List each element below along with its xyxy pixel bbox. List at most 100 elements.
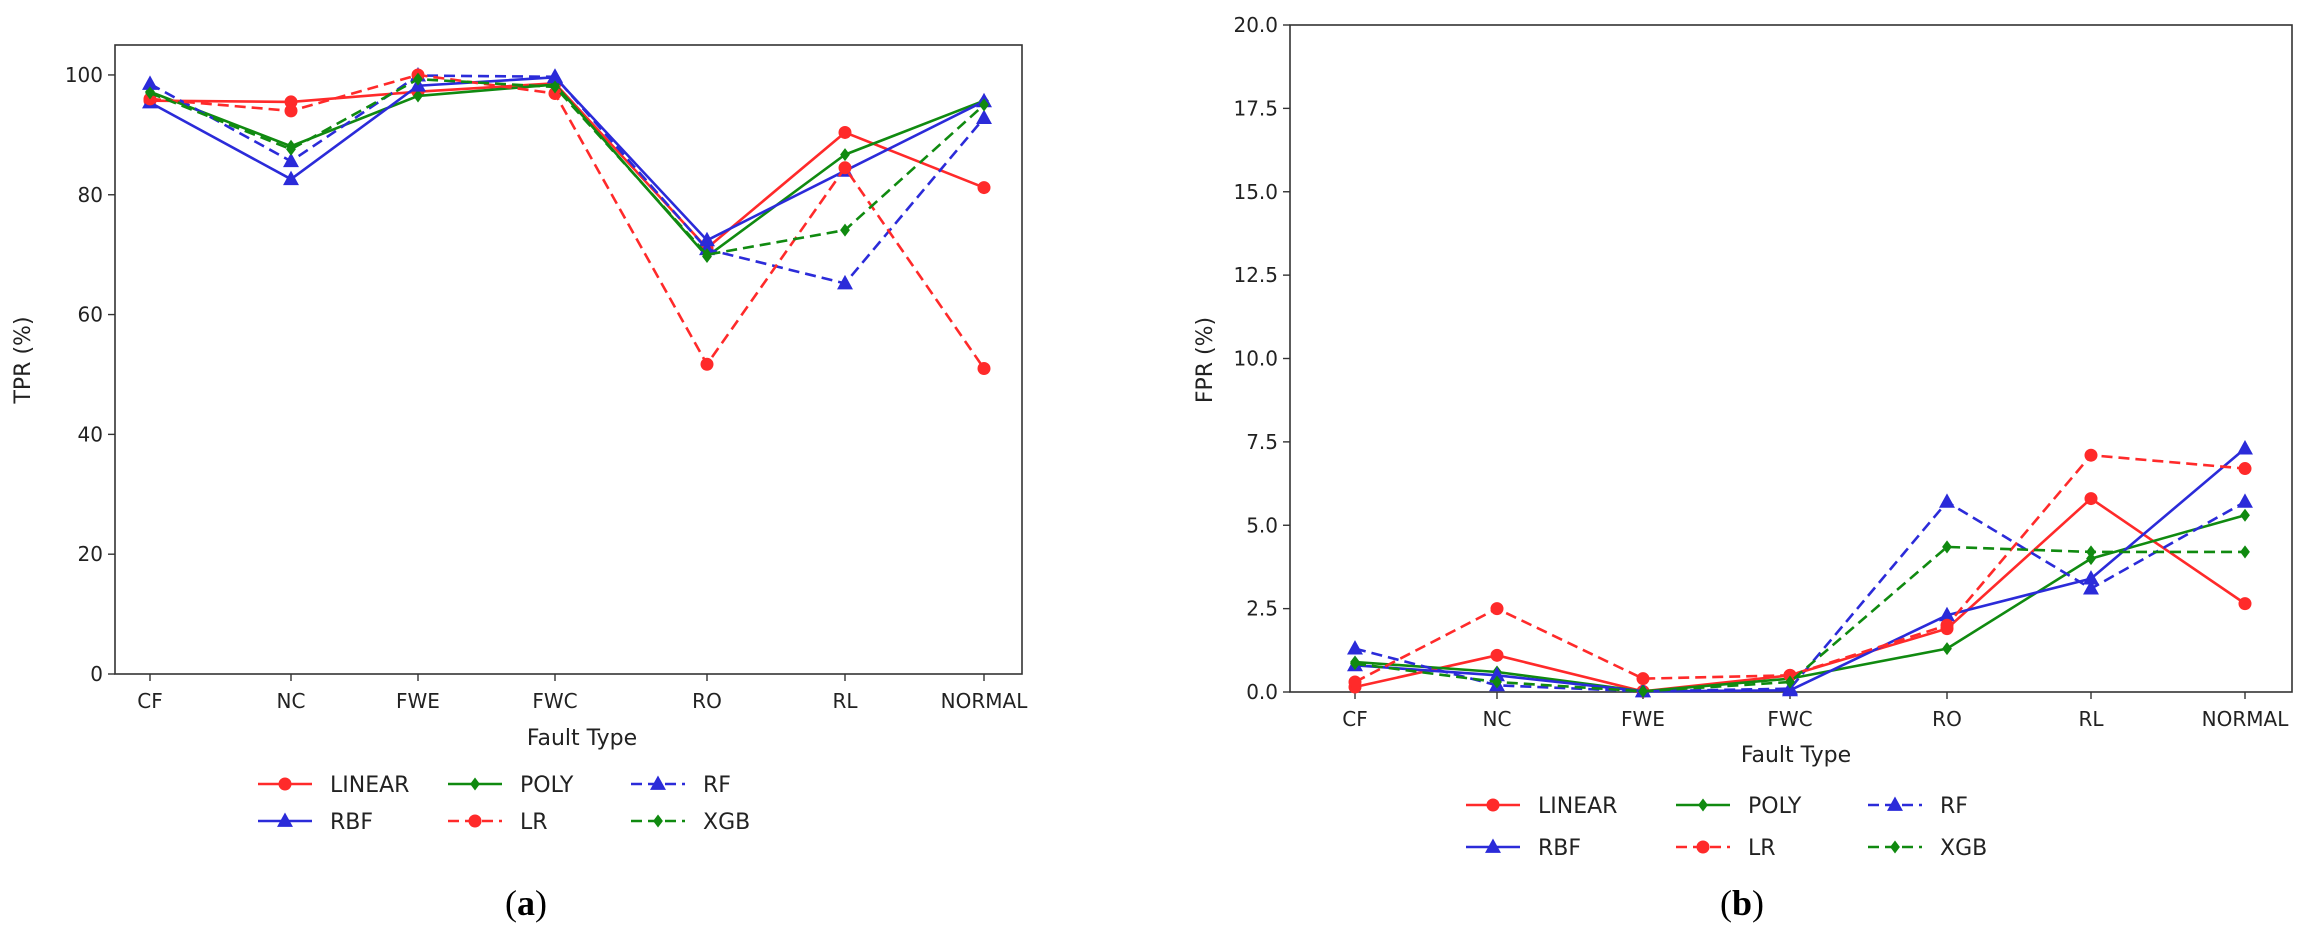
data-point-xgb-normal bbox=[2240, 545, 2250, 559]
y-tick-label: 12.5 bbox=[1233, 263, 1278, 287]
data-point-linear-nc bbox=[1490, 648, 1504, 662]
x-tick-label: RL bbox=[832, 689, 858, 713]
legend-label-rf: RF bbox=[703, 773, 731, 798]
legend-label-rbf: RBF bbox=[1538, 836, 1581, 861]
data-point-xgb-cf bbox=[1350, 657, 1360, 671]
data-point-rbf-rl bbox=[2083, 570, 2099, 585]
x-tick-label: FWE bbox=[396, 689, 440, 713]
plot-frame bbox=[1289, 24, 2293, 693]
series-line-lr bbox=[1354, 453, 2246, 684]
y-tick-label: 80 bbox=[78, 183, 103, 207]
data-point-xgb-fwe bbox=[413, 72, 423, 86]
x-tick-label: FWE bbox=[1621, 707, 1665, 731]
legend-marker-linear bbox=[1486, 798, 1500, 812]
data-point-lr-rl bbox=[838, 161, 852, 175]
panel-caption: (a) bbox=[505, 883, 547, 923]
x-tick-label: CF bbox=[1342, 707, 1367, 731]
data-point-lr-nc bbox=[1490, 602, 1504, 616]
legend-item-rf: RF bbox=[1868, 794, 1968, 819]
series-xgb bbox=[1350, 540, 2250, 698]
data-point-rbf-normal bbox=[2237, 440, 2253, 455]
legend-marker-rf bbox=[1887, 796, 1903, 811]
x-tick-label: RO bbox=[1932, 707, 1962, 731]
legend-item-rf: RF bbox=[631, 773, 731, 798]
data-point-xgb-nc bbox=[1492, 675, 1502, 689]
chart-panel-b: 0.0 2.5 5.0 7.5 10.0 12.5 15.0 17.5 20.0 CF NC FWE F… bbox=[1193, 13, 2293, 923]
legend-label-poly: POLY bbox=[1748, 794, 1802, 819]
series-line-xgb bbox=[149, 77, 985, 256]
x-tick-label: NORMAL bbox=[941, 689, 1029, 713]
y-tick-label: 100 bbox=[65, 63, 103, 87]
series-rf bbox=[1347, 493, 2253, 698]
data-point-rf-nc bbox=[283, 152, 299, 168]
y-tick-label: 15.0 bbox=[1233, 180, 1278, 204]
legend-label-poly: POLY bbox=[520, 773, 574, 798]
legend-marker-lr bbox=[1696, 840, 1710, 854]
data-point-xgb-ro bbox=[702, 248, 712, 262]
series-line-rbf bbox=[1354, 447, 2246, 693]
data-point-rf-rl bbox=[837, 274, 853, 290]
data-point-rf-rl bbox=[2083, 580, 2099, 595]
y-axis-label: TPR (%) bbox=[11, 316, 36, 404]
data-point-lr-cf bbox=[1348, 675, 1362, 689]
data-point-xgb-ro bbox=[1942, 540, 1952, 554]
data-point-lr-rl bbox=[2084, 448, 2098, 462]
data-point-rf-ro bbox=[1939, 493, 1955, 508]
series-line-lr bbox=[149, 73, 986, 370]
y-tick-label: 20.0 bbox=[1233, 13, 1278, 37]
panel-caption: (b) bbox=[1720, 883, 1764, 923]
series-linear bbox=[143, 76, 991, 255]
x-tick-label: CF bbox=[137, 689, 162, 713]
chart-panel-a: 0 20 40 60 80 100 CF NC FWE FWC RO RL NORMAL TPR (%) F… bbox=[11, 44, 1029, 923]
data-point-rbf-fwc bbox=[1782, 681, 1798, 697]
data-point-xgb-cf bbox=[145, 86, 155, 100]
data-point-lr-ro bbox=[1940, 618, 1954, 632]
series-line-rf bbox=[149, 74, 985, 285]
data-point-lr-fwe bbox=[1636, 672, 1650, 686]
series-linear bbox=[1348, 492, 2252, 698]
series-lr bbox=[1348, 448, 2252, 689]
x-tick-label: FWC bbox=[532, 689, 577, 713]
data-point-lr-normal bbox=[977, 361, 991, 375]
data-point-poly-normal bbox=[2240, 508, 2250, 522]
legend-label-linear: LINEAR bbox=[330, 773, 409, 798]
x-tick-label: NC bbox=[1483, 707, 1512, 731]
legend-marker-rbf bbox=[277, 812, 293, 827]
series-lr bbox=[143, 68, 991, 375]
legend-marker-rbf bbox=[1485, 838, 1501, 853]
legend-item-poly: POLY bbox=[448, 773, 574, 798]
y-tick-label: 0 bbox=[90, 662, 103, 686]
data-point-poly-fwe bbox=[413, 89, 423, 103]
data-point-linear-normal bbox=[2238, 597, 2252, 611]
legend-label-rf: RF bbox=[1940, 794, 1968, 819]
x-tick-label: NORMAL bbox=[2202, 707, 2290, 731]
x-tick-label: NC bbox=[277, 689, 306, 713]
data-point-lr-ro bbox=[700, 357, 714, 371]
series-line-linear bbox=[149, 82, 985, 250]
legend-marker-rf bbox=[650, 775, 666, 790]
y-axis-label: FPR (%) bbox=[1193, 317, 1218, 403]
data-point-xgb-fwc bbox=[550, 80, 560, 94]
x-tick-label: FWC bbox=[1767, 707, 1812, 731]
legend-item-linear: LINEAR bbox=[1466, 794, 1617, 819]
legend-item-lr: LR bbox=[1676, 836, 1776, 861]
legend-label-xgb: XGB bbox=[1940, 836, 1987, 861]
data-point-xgb-rl bbox=[840, 223, 850, 237]
data-point-lr-nc bbox=[284, 104, 298, 118]
y-tick-label: 40 bbox=[78, 422, 103, 446]
legend-marker-linear bbox=[278, 777, 292, 791]
x-axis-label: Fault Type bbox=[527, 726, 637, 751]
legend: LINEAR RBF POLY LR RF XGB bbox=[1466, 794, 1987, 861]
x-axis-label: Fault Type bbox=[1741, 743, 1851, 768]
y-tick-label: 5.0 bbox=[1246, 513, 1278, 537]
legend-item-rbf: RBF bbox=[258, 810, 373, 835]
y-tick-label: 0.0 bbox=[1246, 680, 1278, 704]
legend-marker-xgb bbox=[653, 814, 663, 828]
legend-marker-lr bbox=[468, 814, 482, 828]
legend-marker-xgb bbox=[1890, 840, 1900, 854]
data-point-poly-ro bbox=[1942, 642, 1952, 656]
series-poly bbox=[145, 78, 989, 263]
data-point-rf-cf bbox=[1347, 640, 1363, 655]
series-line-linear bbox=[1354, 497, 2246, 693]
data-point-linear-normal bbox=[977, 181, 991, 195]
